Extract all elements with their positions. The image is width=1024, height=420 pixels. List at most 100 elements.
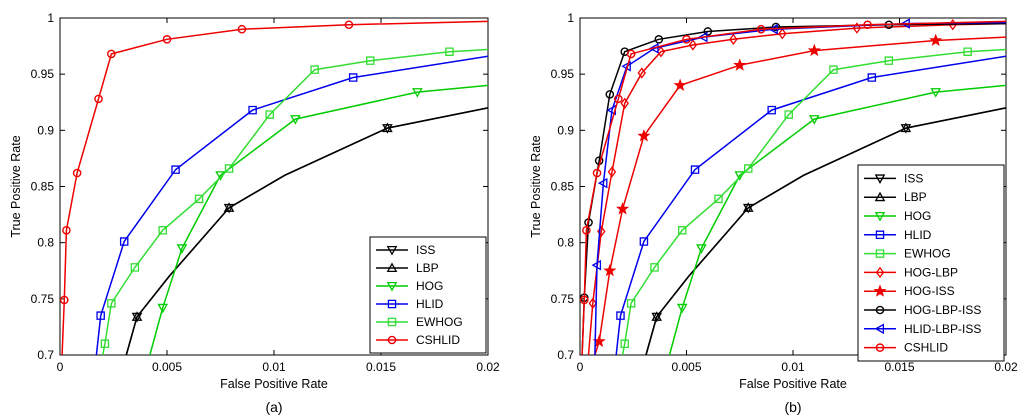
series-line-ewhog xyxy=(621,48,1006,355)
legend-label: EWHOG xyxy=(904,247,951,261)
series-line-hlid xyxy=(615,55,1006,355)
data-point-ewhog xyxy=(366,56,375,65)
data-point-hlid xyxy=(171,165,180,174)
legend-marker xyxy=(874,191,886,202)
legend-marker xyxy=(386,262,398,273)
data-point-hog xyxy=(157,303,169,314)
series-cshlid xyxy=(60,20,488,355)
data-point-cshlid xyxy=(72,168,82,178)
legend-marker xyxy=(874,211,886,222)
data-point-ewhog xyxy=(963,47,972,56)
legend-marker xyxy=(386,245,398,256)
data-point-ewhog xyxy=(626,299,636,308)
data-point-ewhog xyxy=(107,299,116,308)
legend-label: HOG-LBP xyxy=(904,265,958,279)
data-point-lbp xyxy=(223,202,235,212)
x-axis-label: False Positive Rate xyxy=(220,377,328,391)
series-line-cshlid xyxy=(581,20,1006,355)
series-line-ewhog xyxy=(102,48,488,355)
legend-label: LBP xyxy=(416,261,439,275)
data-point-ewhog xyxy=(224,164,234,173)
legend-marker xyxy=(875,343,885,352)
series-line-hog-iss xyxy=(594,36,1006,355)
legend-entry-ewhog: EWHOG xyxy=(376,315,463,329)
legend-label: LBP xyxy=(904,190,927,204)
data-point-hlid xyxy=(616,311,625,320)
y-tick-label: 0.9 xyxy=(557,123,574,137)
data-point-hog-iss xyxy=(637,129,651,142)
y-tick-label: 0.85 xyxy=(31,180,55,194)
data-point-ewhog xyxy=(310,65,319,74)
legend-entry-hog-iss: HOG-ISS xyxy=(864,284,955,298)
x-tick-label: 0.005 xyxy=(152,360,182,374)
data-point-ewhog xyxy=(445,47,454,56)
legend-entry-hlid: HLID xyxy=(376,297,444,311)
x-tick-label: 0.015 xyxy=(884,360,914,374)
series-ewhog xyxy=(620,47,1006,355)
legend-marker xyxy=(387,317,397,327)
data-point-hog-iss xyxy=(929,33,943,47)
legend-entry-hlid: HLID xyxy=(864,228,932,242)
data-point-ewhog xyxy=(714,194,723,204)
y-tick-label: 0.75 xyxy=(551,292,575,306)
y-tick-label: 0.8 xyxy=(557,236,574,250)
data-point-ewhog xyxy=(650,263,659,272)
data-point-cshlid xyxy=(94,94,103,104)
data-point-hog xyxy=(808,115,820,125)
data-point-cshlid xyxy=(344,20,354,30)
legend-label: HLID xyxy=(416,297,444,311)
data-point-cshlid xyxy=(614,94,623,104)
data-point-hog-lbp xyxy=(852,22,862,34)
y-tick-label: 0.8 xyxy=(37,236,54,250)
x-tick-label: 0.005 xyxy=(671,360,701,374)
data-point-hog-lbp-iss xyxy=(654,35,664,44)
data-point-hlid xyxy=(767,105,776,115)
data-point-cshlid xyxy=(580,295,589,305)
legend-box xyxy=(369,236,487,354)
legend-marker xyxy=(875,249,885,258)
data-point-hog xyxy=(290,115,301,125)
legend-label: ISS xyxy=(904,171,923,185)
data-point-hog-lbp xyxy=(620,97,629,110)
y-axis-label: True Positive Rate xyxy=(529,135,543,237)
data-point-hog-lbp xyxy=(688,39,698,51)
data-point-cshlid xyxy=(162,35,172,44)
data-point-lbp xyxy=(900,122,912,133)
data-point-hlid xyxy=(867,73,877,82)
legend-label: HOG xyxy=(416,279,443,293)
x-tick-label: 0.02 xyxy=(994,360,1018,374)
legend-marker xyxy=(875,305,885,315)
legend-label: HOG-ISS xyxy=(904,284,955,298)
data-point-ewhog xyxy=(194,194,204,204)
data-point-hlid xyxy=(690,165,700,174)
series-line-hlid xyxy=(95,55,488,355)
x-axis-label: False Positive Rate xyxy=(739,377,847,391)
legend-label: HLID xyxy=(904,228,932,242)
data-point-hog-lbp xyxy=(637,67,646,79)
legend-entry-hog-lbp-iss: HOG-LBP-ISS xyxy=(864,303,981,317)
x-tick-label: 0.02 xyxy=(476,360,500,374)
figure-caption: (a) xyxy=(265,399,282,415)
data-point-lbp xyxy=(382,122,393,133)
series-line-hog xyxy=(149,84,488,355)
data-point-hog-lbp xyxy=(607,166,617,178)
data-point-hog-lbp xyxy=(656,46,666,58)
data-point-ewhog xyxy=(884,56,894,65)
series-hlid xyxy=(95,55,488,355)
data-point-cshlid xyxy=(682,35,691,44)
y-tick-label: 0.9 xyxy=(37,123,54,137)
legend-label: CSHLID xyxy=(904,341,948,355)
legend-marker xyxy=(874,174,886,184)
legend-entry-hlid-lbp-iss: HLID-LBP-ISS xyxy=(864,322,981,336)
data-point-ewhog xyxy=(265,110,274,119)
x-tick-label: 0.015 xyxy=(366,360,396,374)
series-hog xyxy=(149,84,488,355)
data-point-hog-lbp-iss xyxy=(605,90,615,99)
legend-marker xyxy=(875,230,885,240)
data-point-hog-iss xyxy=(603,263,617,277)
data-point-hog xyxy=(676,303,688,314)
y-tick-label: 0.85 xyxy=(551,180,575,194)
data-point-hlid-lbp-iss xyxy=(597,177,608,189)
data-point-cshlid xyxy=(592,168,602,178)
legend-entry-cshlid: CSHLID xyxy=(864,341,948,355)
